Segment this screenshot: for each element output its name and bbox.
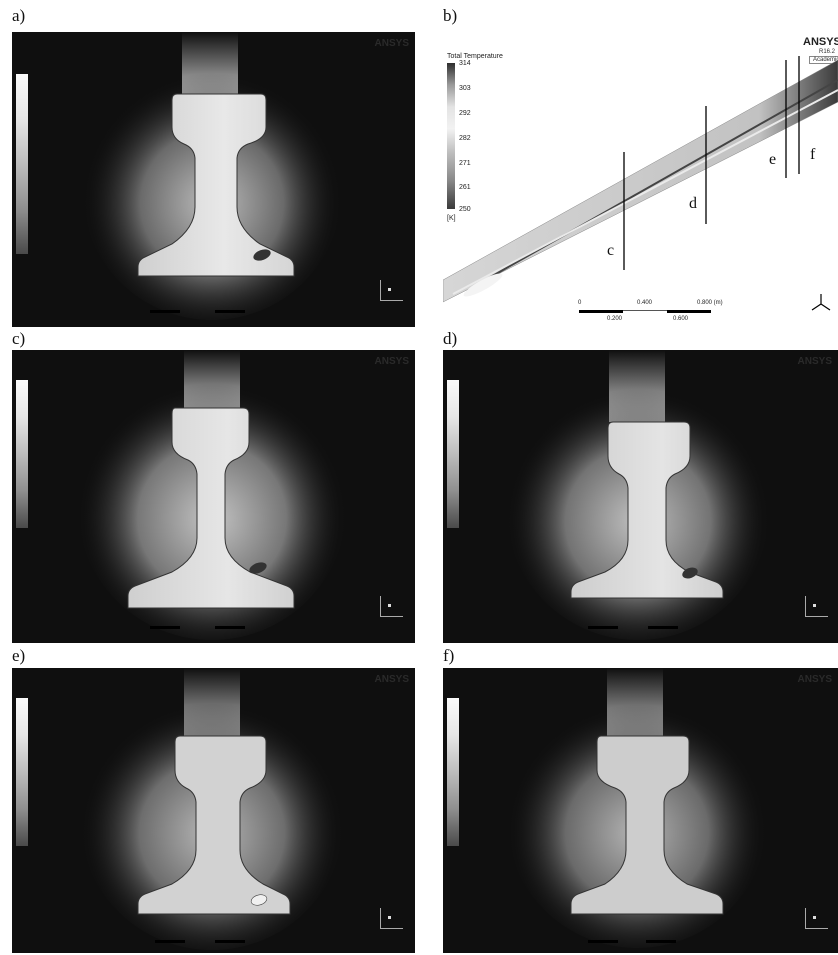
legend-tick: 271 [459, 160, 471, 167]
rail-cross-section [507, 668, 767, 948]
scale-label-0: 0 [578, 300, 582, 306]
colorbar [16, 74, 28, 254]
colorbar [447, 698, 459, 846]
section-label-e: e [769, 151, 777, 168]
heat-source [250, 894, 268, 906]
panel-b-overview: Total Temperature 314 303 292 282 271 26… [443, 32, 838, 327]
legend-tick: 261 [459, 184, 471, 191]
panel-label-f: f) [443, 646, 455, 665]
panel-d-contour: ANSYS [443, 350, 838, 643]
rail-profile [137, 93, 295, 277]
axes-triad [380, 280, 403, 301]
panel-c-contour: ANSYS [12, 350, 415, 643]
legend-title: Total Temperature [447, 53, 503, 60]
legend-tick: 303 [459, 85, 471, 92]
overview-scale-bar [579, 310, 623, 313]
rail-profile [570, 421, 724, 599]
legend-tick: 250 [459, 206, 471, 213]
scale-label-2: 0.800 (m) [697, 300, 723, 306]
section-label-f: f [810, 146, 816, 163]
scale-sublabel-1: 0.600 [673, 316, 689, 322]
panel-label-e: e) [12, 646, 26, 665]
ansys-brand: ANSYS [374, 356, 409, 367]
colorbar [16, 698, 28, 846]
scale-sublabel-0: 0.200 [607, 316, 623, 322]
ansys-brand: ANSYS [374, 38, 409, 49]
ansys-edition: Academic [809, 56, 838, 64]
panel-f-contour: ANSYS [443, 668, 838, 953]
colorbar [447, 380, 459, 528]
section-label-c: c [607, 242, 615, 259]
rail-profile [570, 735, 724, 915]
rail-profile [137, 735, 291, 915]
panel-label-a: a) [12, 6, 26, 25]
rail-band [443, 59, 838, 303]
rail-cross-section [80, 668, 344, 950]
panel-a-contour: ANSYS [12, 32, 415, 327]
axes-triad [805, 596, 828, 617]
colorbar [16, 380, 28, 528]
ansys-brand: ANSYS [797, 356, 832, 367]
rail-cross-section [506, 350, 770, 640]
axis-triad [811, 294, 831, 311]
panel-label-c: c) [12, 329, 26, 348]
legend-tick: 314 [459, 60, 471, 67]
ansys-brand: ANSYS [374, 674, 409, 685]
axes-triad [805, 908, 828, 929]
rail-longitudinal-view [443, 56, 838, 313]
rail-cross-section [77, 350, 347, 640]
panel-e-contour: ANSYS [12, 668, 415, 953]
ansys-version: R16.2 [819, 49, 836, 55]
panel-label-b: b) [443, 6, 458, 25]
axes-triad [380, 596, 403, 617]
heat-source [253, 249, 271, 261]
ansys-logo: ANSYS [803, 36, 838, 48]
overview-colorbar [447, 63, 455, 209]
legend-unit: [K] [447, 215, 456, 222]
legend-tick: 282 [459, 135, 471, 142]
scale-label-1: 0.400 [637, 300, 653, 306]
heat-source [682, 567, 698, 579]
legend-tick: 292 [459, 110, 471, 117]
rail-cross-section [82, 32, 342, 320]
panel-label-d: d) [443, 329, 458, 348]
ansys-brand: ANSYS [797, 674, 832, 685]
section-label-d: d [689, 195, 697, 212]
axes-triad [380, 908, 403, 929]
heat-source [249, 562, 267, 574]
rail-profile [127, 407, 295, 609]
